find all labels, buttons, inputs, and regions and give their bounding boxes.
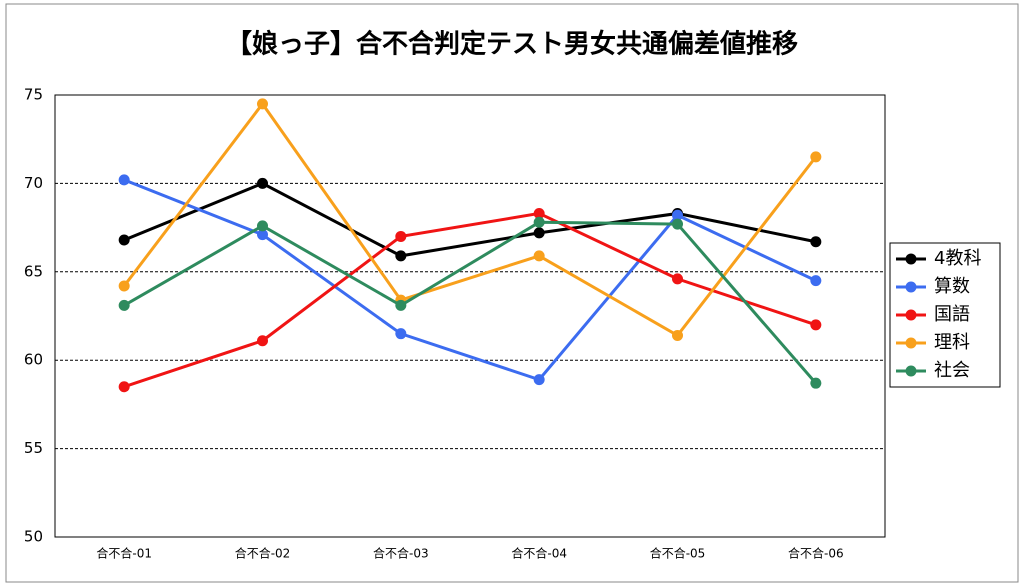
data-point <box>533 374 545 386</box>
data-point <box>118 174 130 186</box>
legend-label: 4教科 <box>934 248 981 269</box>
data-point <box>257 335 268 347</box>
series-line <box>123 211 817 389</box>
data-point <box>257 98 268 110</box>
y-tick-label: 75 <box>24 86 43 104</box>
x-tick-label: 合不合-04 <box>511 546 567 561</box>
data-point <box>672 329 683 341</box>
y-tick-label: 65 <box>24 262 43 280</box>
legend-label: 算数 <box>934 276 970 297</box>
chart-title: 【娘っ子】合不合判定テスト男女共通偏差値推移 <box>226 29 798 60</box>
legend-marker <box>905 309 917 321</box>
y-tick-label: 60 <box>24 351 43 369</box>
data-point <box>672 209 683 221</box>
y-tick-label: 55 <box>24 439 43 457</box>
series-line <box>123 220 817 385</box>
data-point <box>395 250 407 262</box>
legend-marker <box>905 365 917 377</box>
data-point <box>395 230 407 242</box>
data-point <box>672 273 683 285</box>
data-point <box>672 218 683 230</box>
x-tick-label: 合不合-05 <box>650 546 706 561</box>
series-line <box>122 101 818 338</box>
data-point <box>810 377 822 389</box>
data-point <box>395 328 407 340</box>
x-tick-label: 合不合-06 <box>788 546 844 561</box>
legend-label: 国語 <box>934 304 970 325</box>
data-point <box>257 229 268 241</box>
plot-border <box>54 94 886 538</box>
data-point <box>810 151 822 163</box>
legend-box <box>889 242 1001 388</box>
y-tick-label: 50 <box>24 528 43 546</box>
series-line <box>123 178 817 382</box>
data-point <box>810 275 822 287</box>
x-tick-label: 合不合-03 <box>373 546 429 561</box>
legend-marker <box>905 281 917 293</box>
data-point <box>257 220 268 232</box>
data-point <box>395 299 407 311</box>
x-tick-label: 合不合-01 <box>96 546 152 561</box>
data-point <box>257 177 268 189</box>
chart-frame <box>5 3 1019 583</box>
data-point <box>810 236 822 248</box>
data-point <box>118 280 130 292</box>
data-point <box>118 234 130 246</box>
data-point <box>533 250 545 262</box>
data-point <box>533 227 545 239</box>
legend-marker <box>905 337 917 349</box>
legend-label: 理科 <box>934 332 970 353</box>
data-point <box>118 381 130 393</box>
legend-label: 社会 <box>934 360 970 381</box>
data-point <box>810 319 822 331</box>
legend-marker <box>905 253 917 265</box>
series-line <box>123 181 817 258</box>
data-point <box>118 299 130 311</box>
y-tick-label: 70 <box>24 174 43 192</box>
data-point <box>533 207 545 219</box>
data-point <box>533 216 545 228</box>
x-tick-label: 合不合-02 <box>235 546 291 561</box>
